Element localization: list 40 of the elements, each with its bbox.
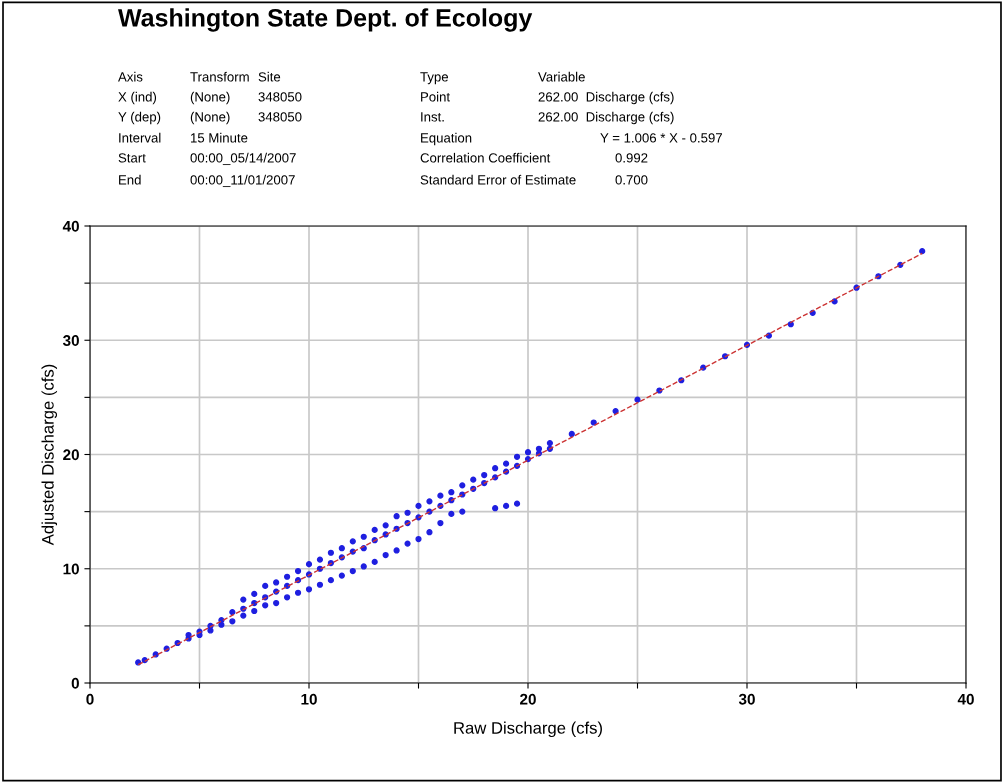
text: 15 Minute (191, 132, 248, 143)
text: X (ind) (118, 91, 157, 105)
x-tick-label: 20 (520, 693, 536, 705)
text: 262.00 Discharge (cfs) (538, 111, 674, 125)
y-tick-label: 30 (62, 335, 79, 346)
y-axis-title: Adjusted Discharge (cfs) (41, 364, 58, 546)
text: Site (258, 71, 281, 82)
text: Inst. (421, 112, 444, 122)
text: 00:00_11/01/2007 (190, 174, 295, 188)
text: 0.700 (615, 175, 648, 185)
text: Axis (118, 71, 143, 82)
x-axis-title: Raw Discharge (cfs) (454, 721, 602, 738)
y-tick-label: 20 (63, 449, 79, 461)
text: Start (118, 153, 146, 163)
x-tick-label: 0 (86, 693, 94, 705)
text: End (119, 174, 141, 185)
text: Y (dep) (118, 111, 161, 125)
y-tick-label: 0 (71, 677, 79, 689)
text: Variable (538, 71, 585, 82)
text: (None) (190, 91, 230, 105)
text: Transform (190, 71, 249, 82)
x-tick-label: 40 (957, 693, 974, 705)
text: 348050 (258, 112, 302, 122)
y-tick-label: 40 (62, 220, 79, 232)
text: Y = 1.006 * X - 0.597 (600, 133, 722, 143)
text: Point (421, 91, 450, 102)
text: 0.992 (615, 153, 648, 163)
text: (None) (190, 111, 230, 125)
text: Correlation Coefficient (420, 152, 551, 163)
text: Type (420, 72, 449, 85)
x-tick-label: 10 (301, 693, 317, 705)
y-tick-label: 10 (63, 563, 79, 575)
x-tick-label: 30 (738, 693, 755, 705)
text: 348050 (258, 92, 302, 102)
text: 00:00_05/14/2007 (190, 152, 296, 166)
text: Equation (421, 132, 472, 146)
chart-title: Washington State Dept. of Ecology (118, 8, 533, 32)
text: 262.00 Discharge (cfs) (538, 91, 674, 105)
text: Interval (119, 132, 161, 143)
text: Standard Error of Estimate (420, 174, 576, 185)
